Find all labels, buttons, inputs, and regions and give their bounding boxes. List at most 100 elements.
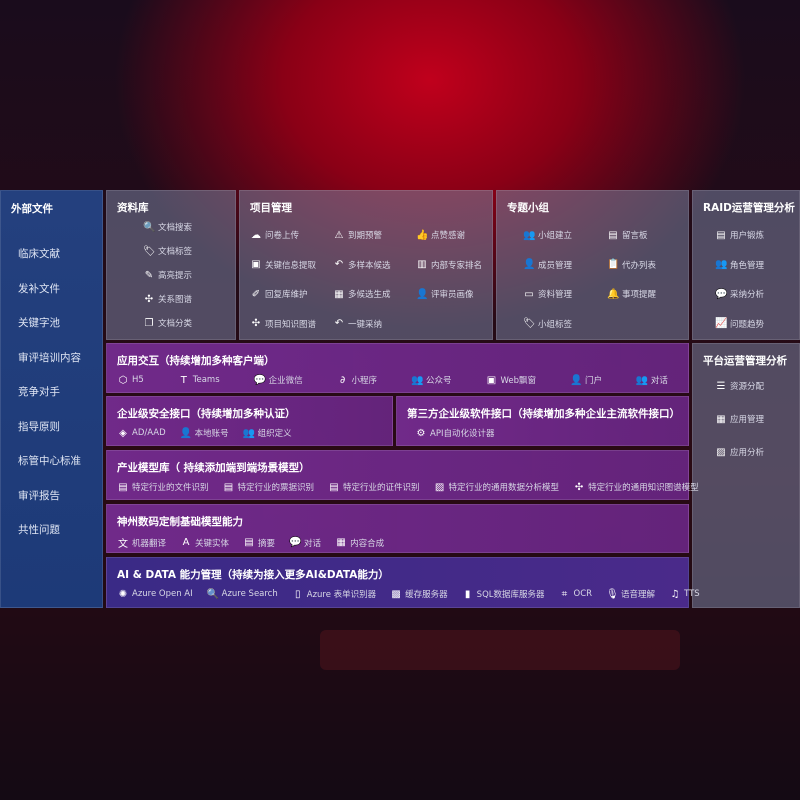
sidebar-item[interactable]: 指导原则 — [18, 420, 60, 433]
item-security[interactable]: 👤 本地账号 — [180, 427, 229, 440]
entity-icon: A — [182, 537, 190, 548]
sidebar-item[interactable]: 竞争对手 — [18, 386, 60, 398]
item-project[interactable]: ⚠ 到期预警 — [333, 229, 383, 242]
item-group[interactable]: 👥 小组建立 — [523, 229, 573, 242]
edit-icon: ✐ — [251, 288, 261, 300]
bbs-icon: ▤ — [608, 229, 618, 241]
list-icon: ☰ — [716, 380, 726, 392]
item-group[interactable]: ▤ 留言板 — [607, 229, 647, 242]
sidebar-item[interactable]: 审评报告 — [18, 489, 60, 502]
item-raid[interactable]: 📈 问题趋势 — [715, 318, 764, 330]
item-ai[interactable]: 🔍 Azure Search — [207, 588, 278, 600]
item-label: 特定行业的票据识别 — [237, 483, 315, 493]
item-label: API自动化设计器 — [430, 429, 495, 439]
miniprogram-icon: ∂ — [339, 374, 346, 386]
item-label: Azure 表单识别器 — [306, 590, 377, 600]
sidebar-item[interactable]: 关键字池 — [18, 317, 60, 329]
item-industry[interactable]: ▤ 特定行业的证件识别 — [328, 481, 419, 494]
item-raid[interactable]: 👥 角色管理 — [715, 259, 764, 271]
item-base[interactable]: ▤ 摘要 — [243, 535, 275, 550]
item-third[interactable]: ⚙ API自动化设计器 — [415, 427, 495, 440]
panel-base: 神州数码定制基础模型能力文机器翻译 A 关键实体 ▤ 摘要 💬 对话 ▦ 内容合成 — [106, 504, 689, 553]
item-project[interactable]: ✣ 项目知识图谱 — [250, 318, 316, 330]
item-ai[interactable]: ▩ 缓存服务器 — [390, 588, 447, 601]
sidebar-item[interactable]: 发补文件 — [18, 282, 60, 295]
item-app[interactable]: 👤 门户 — [570, 374, 602, 387]
item-row: ⬡ H5 T Teams 💬 企业微信 ∂ 小程序 👥 公众号 ▣ Web飘窗 👤 门户 👥 对话 — [117, 374, 682, 387]
item-platform[interactable]: ☰ 资源分配 — [715, 380, 765, 393]
form-icon: ▯ — [294, 588, 301, 600]
item-project[interactable]: 👤 评审员画像 — [416, 288, 474, 301]
item-label: 问卷上传 — [265, 231, 300, 241]
item-library[interactable]: ✣ 关系图谱 — [143, 293, 192, 306]
item-security[interactable]: ◈ AD/AAD — [117, 427, 166, 439]
panel-group: 专题小组 👥 小组建立 ▤ 留言板 👤 成员管理 📋 代办列表 ▭ 资料管理 🔔 事项提醒 🏷 小组标签 — [496, 190, 689, 340]
item-base[interactable]: 文机器翻译 — [117, 535, 166, 551]
item-ai[interactable]: ♫ TTS — [669, 588, 700, 600]
item-project[interactable]: ▥ 内部专家排名 — [416, 259, 482, 271]
item-label: 多样本候选 — [348, 260, 391, 271]
sidebar-item[interactable]: 审评培训内容 — [18, 351, 81, 364]
item-project[interactable]: ▦ 多候选生成 — [333, 288, 390, 301]
item-group[interactable]: 🔔 事项提醒 — [607, 288, 656, 301]
item-ai[interactable]: ⌗ OCR — [559, 588, 592, 600]
alarm-icon: ⚠ — [334, 229, 344, 241]
item-app[interactable]: 💬 企业微信 — [254, 374, 303, 387]
item-project[interactable]: ▣ 关键信息提取 — [250, 259, 316, 271]
item-library[interactable]: 🔍 文档搜索 — [143, 221, 192, 234]
item-platform[interactable]: ▨ 应用分析 — [715, 446, 764, 459]
item-library[interactable]: ❐ 文档分类 — [143, 317, 193, 330]
item-industry[interactable]: ✣ 特定行业的通用知识图谱模型 — [573, 481, 699, 494]
item-project[interactable]: 👍 点赞感谢 — [416, 229, 465, 242]
item-base[interactable]: A 关键实体 — [180, 535, 229, 550]
item-platform[interactable]: ▦ 应用管理 — [715, 413, 764, 426]
item-library[interactable]: ✎ 高亮提示 — [143, 269, 192, 282]
item-library[interactable]: 🏷 文档标签 — [143, 245, 192, 258]
item-project[interactable]: ☁ 问卷上传 — [250, 229, 300, 242]
item-project[interactable]: ✐ 回复库维护 — [250, 288, 308, 301]
chat-icon: 💬 — [289, 537, 302, 548]
item-label: 摘要 — [258, 538, 276, 549]
item-project[interactable]: ↶ 一键采纳 — [333, 318, 382, 330]
item-group[interactable]: 🏷 小组标签 — [523, 318, 572, 330]
item-group[interactable]: 📋 代办列表 — [607, 259, 656, 271]
item-ai[interactable]: ✺ Azure Open AI — [117, 588, 193, 600]
item-app[interactable]: T Teams — [178, 374, 220, 386]
item-raid[interactable]: 💬 采纳分析 — [715, 288, 764, 301]
item-app[interactable]: ▣ Web飘窗 — [485, 374, 536, 387]
item-base[interactable]: 💬 对话 — [289, 535, 321, 550]
item-project[interactable]: ↶ 多样本候选 — [333, 259, 391, 271]
item-ai[interactable]: ▮ SQL数据库服务器 — [462, 588, 545, 601]
sidebar-external-files: 外部文件 临床文献 发补文件 关键字池 审评培训内容 竞争对手 指导原则 标管中心标准 审评报… — [0, 190, 103, 608]
item-label: 小组建立 — [538, 231, 573, 241]
panel-title: 平台运营管理分析 — [703, 355, 787, 367]
item-industry[interactable]: ▤ 特定行业的票据识别 — [223, 481, 315, 494]
item-row: ✺ Azure Open AI 🔍 Azure Search ▯ Azure 表单识别器 ▩… — [117, 588, 700, 601]
item-app[interactable]: 👥 公众号 — [411, 374, 452, 387]
sidebar-item[interactable]: 临床文献 — [18, 248, 60, 260]
folder-icon: ▭ — [524, 288, 534, 300]
item-security[interactable]: 👥 组织定义 — [243, 427, 292, 440]
item-ai[interactable]: ▯ Azure 表单识别器 — [292, 588, 377, 601]
item-app[interactable]: ⬡ H5 — [117, 374, 144, 386]
panel-ai: AI & DATA 能力管理（持续为接入更多AI&DATA能力） ✺ Azure O… — [106, 557, 700, 608]
item-app[interactable]: 👥 对话 — [636, 374, 668, 387]
item-group[interactable]: 👤 成员管理 — [523, 259, 572, 271]
item-base[interactable]: ▦ 内容合成 — [335, 535, 384, 550]
sidebar-item[interactable]: 标管中心标准 — [18, 455, 81, 467]
cloud-upload-icon: ☁ — [251, 229, 261, 241]
sidebar-item[interactable]: 共性问题 — [18, 524, 60, 536]
doc-icon: ▤ — [118, 481, 128, 493]
item-industry[interactable]: ▤ 特定行业的文件识别 — [117, 481, 209, 494]
item-industry[interactable]: ▨ 特定行业的通用数据分析模型 — [434, 481, 559, 494]
item-app[interactable]: ∂ 小程序 — [337, 374, 377, 387]
item-raid[interactable]: ▤ 用户锻炼 — [715, 229, 764, 242]
panel-title: 项目管理 — [250, 202, 292, 214]
gear-icon: ⚙ — [416, 427, 426, 439]
panel-platform: 平台运营管理分析 ☰ 资源分配 ▦ 应用管理 ▨ 应用分析 — [692, 343, 800, 608]
item-label: 特定行业的文件识别 — [132, 483, 209, 493]
item-ai[interactable]: 🎙 语音理解 — [606, 588, 655, 601]
panel-industry: 产业模型库（ 持续添加端到端场景模型） ▤ 特定行业的文件识别 ▤ 特定行业的票据识别 ▤… — [106, 450, 699, 500]
item-group[interactable]: ▭ 资料管理 — [523, 288, 572, 301]
item-label: 关键信息提取 — [265, 260, 317, 271]
